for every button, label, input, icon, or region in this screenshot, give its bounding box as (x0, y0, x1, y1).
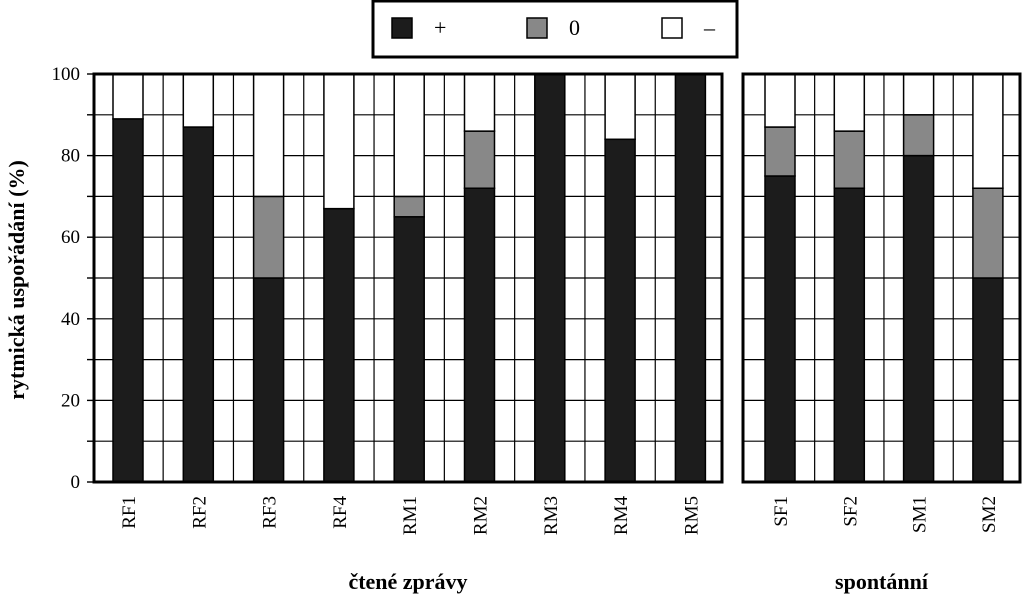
y-axis-label: rytmická uspořádání (%) (4, 160, 29, 400)
bar-segment (674, 73, 707, 483)
bar-segment (604, 138, 636, 483)
bar-segment (323, 73, 355, 210)
x-tick-label: RM3 (541, 496, 562, 535)
bar-segment (463, 187, 496, 483)
y-tick-label: 40 (61, 309, 80, 330)
bar-segment (463, 73, 496, 132)
x-tick-label: RM4 (611, 496, 632, 536)
plot-frame (741, 72, 1022, 484)
panel-title: spontánní (835, 569, 929, 594)
x-tick-label: RF4 (330, 496, 351, 529)
bar-segment (463, 130, 496, 189)
bar-segment (833, 73, 866, 132)
bar-segment (902, 114, 935, 157)
bar-segment (764, 175, 796, 483)
x-tick-label: SF2 (840, 496, 861, 527)
x-tick-label: RF3 (260, 496, 281, 529)
bar-segment (182, 73, 215, 128)
bar-segment (393, 73, 425, 198)
bar-segment (252, 195, 285, 279)
bar-segment (972, 277, 1004, 483)
bar-segment (534, 73, 566, 483)
x-tick-label: RF2 (189, 496, 210, 529)
legend-label: 0 (569, 15, 580, 40)
bar-segment (112, 73, 144, 120)
bar-segment (182, 126, 215, 483)
bar-segment (252, 277, 285, 483)
y-tick-label: 60 (61, 227, 80, 248)
bar-segment (833, 187, 866, 483)
x-tick-label: RM5 (681, 496, 702, 535)
legend: +0 – (371, 0, 739, 59)
y-tick-label: 20 (61, 390, 80, 411)
y-axis: 0 20 40 60 80 100 (52, 64, 81, 493)
bar-segment (604, 73, 636, 141)
bar-segment (902, 73, 935, 116)
bar-segment (252, 73, 285, 198)
bar-segment (902, 154, 935, 483)
bar-segment (393, 216, 425, 483)
x-tick-label: RM2 (471, 496, 492, 535)
bar-segment (764, 73, 796, 128)
panel-read-messages: RF1 RF2 RF3 RF4 RM1 RM2 RM3 RM4 RM5 čtené zprávy (87, 72, 724, 594)
legend-label: + (434, 15, 446, 40)
x-tick-label: SM1 (910, 496, 931, 533)
panel-spontaneous: SF1 SF2 SM1 SM2 spontánní (741, 72, 1022, 594)
legend-swatch (526, 17, 548, 39)
bar-segment (764, 126, 796, 177)
bar-segment (112, 118, 144, 483)
y-tick-label: 80 (61, 146, 80, 167)
bar-segment (972, 73, 1004, 189)
legend-swatch (661, 17, 683, 39)
panel-title: čtené zprávy (348, 569, 467, 594)
bar-segment (972, 187, 1004, 279)
x-tick-label: RF1 (119, 496, 140, 529)
bar-segment (393, 195, 425, 218)
bar-segment (323, 207, 355, 483)
x-tick-label: RM1 (400, 496, 421, 535)
x-tick-label: SM2 (979, 496, 1000, 533)
legend-swatch (391, 17, 413, 39)
y-tick-label: 0 (71, 472, 81, 493)
y-tick-label: 100 (52, 64, 81, 85)
x-tick-label: SF1 (771, 496, 792, 527)
legend-label: – (703, 15, 716, 40)
plot-frame (92, 72, 724, 484)
bar-segment (833, 130, 866, 189)
